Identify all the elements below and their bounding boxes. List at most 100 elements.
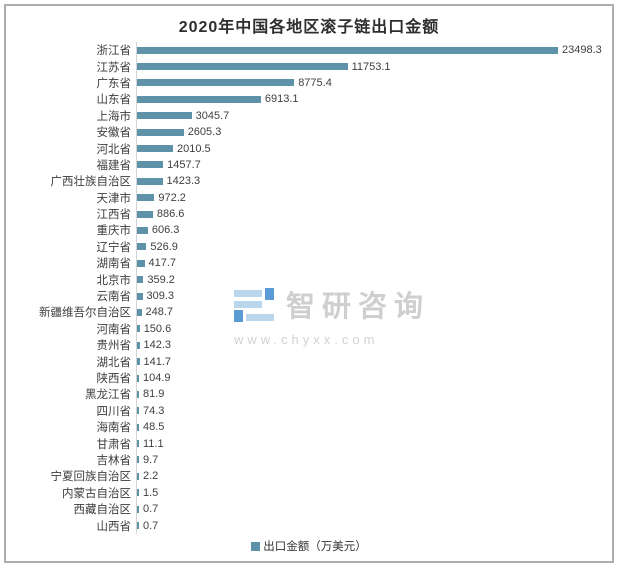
value-label: 3045.7 bbox=[195, 109, 230, 122]
category-label: 云南省 bbox=[96, 291, 132, 304]
category-label: 河北省 bbox=[96, 143, 132, 156]
bar-row: 海南省 48.5 bbox=[6, 418, 612, 436]
bar-row: 广东省 8775.4 bbox=[6, 74, 612, 92]
bar bbox=[137, 79, 295, 87]
value-label: 0.7 bbox=[143, 503, 159, 516]
category-label: 内蒙古自治区 bbox=[62, 487, 131, 500]
value-label: 2605.3 bbox=[187, 126, 222, 139]
bar-rows: 浙江省 23498.3 江苏省 11753.1 广东省 8775.4 山东省 6… bbox=[6, 42, 612, 534]
bar bbox=[137, 259, 145, 267]
bar bbox=[137, 358, 140, 366]
bar bbox=[137, 210, 153, 218]
bar-track: 526.9 bbox=[136, 238, 612, 256]
category-label: 吉林省 bbox=[96, 454, 132, 467]
category-label: 北京市 bbox=[96, 274, 132, 287]
chart-title: 2020年中国各地区滚子链出口金额 bbox=[178, 19, 440, 36]
bar-track: 1457.7 bbox=[136, 156, 612, 174]
bar-row: 内蒙古自治区 1.5 bbox=[6, 484, 612, 501]
bar-track: 48.5 bbox=[136, 418, 612, 436]
bar-row: 广西壮族自治区 1423.3 bbox=[6, 173, 612, 190]
value-label: 526.9 bbox=[150, 240, 178, 253]
bar-row: 四川省 74.3 bbox=[6, 402, 612, 419]
bar-track: 11.1 bbox=[136, 435, 612, 452]
value-label: 48.5 bbox=[143, 421, 165, 434]
bar-row: 宁夏回族自治区 2.2 bbox=[6, 468, 612, 485]
legend-label: 出口金额（万美元） bbox=[263, 541, 367, 553]
bar bbox=[137, 325, 140, 333]
bar bbox=[137, 472, 139, 480]
category-label: 天津市 bbox=[96, 192, 132, 205]
bar-track: 74.3 bbox=[136, 402, 612, 419]
value-label: 417.7 bbox=[148, 257, 177, 270]
category-label: 重庆市 bbox=[96, 225, 132, 238]
value-label: 11753.1 bbox=[351, 60, 391, 73]
chart-legend: 出口金额（万美元） bbox=[6, 538, 612, 554]
value-label: 23498.3 bbox=[562, 44, 602, 57]
category-label: 辽宁省 bbox=[96, 241, 132, 254]
value-label: 2.2 bbox=[143, 470, 159, 483]
legend-swatch-icon bbox=[251, 542, 261, 551]
value-label: 150.6 bbox=[143, 322, 172, 335]
bar-row: 湖南省 417.7 bbox=[6, 255, 612, 272]
value-label: 142.3 bbox=[143, 339, 172, 352]
bar-track: 359.2 bbox=[136, 271, 612, 288]
category-label: 山西省 bbox=[96, 520, 132, 533]
bar bbox=[137, 226, 148, 234]
bar bbox=[137, 522, 139, 530]
bar bbox=[137, 63, 348, 71]
category-label: 河南省 bbox=[96, 323, 132, 336]
category-label: 西藏自治区 bbox=[73, 504, 132, 517]
bar bbox=[137, 440, 139, 448]
bar bbox=[137, 292, 143, 300]
value-label: 1.5 bbox=[143, 486, 159, 499]
bar bbox=[137, 308, 142, 316]
category-label: 江苏省 bbox=[96, 61, 132, 74]
bar bbox=[137, 194, 155, 202]
category-label: 新疆维吾尔自治区 bbox=[39, 307, 131, 320]
bar-row: 天津市 972.2 bbox=[6, 189, 612, 206]
bar-track: 6913.1 bbox=[136, 91, 612, 108]
chart-frame: 2020年中国各地区滚子链出口金额 浙江省 23498.3 江苏省 11753.… bbox=[4, 4, 614, 563]
bar bbox=[137, 243, 147, 251]
bar bbox=[137, 177, 163, 185]
bar bbox=[137, 145, 173, 153]
bar-track: 309.3 bbox=[136, 287, 612, 305]
bar-row: 山西省 0.7 bbox=[6, 517, 612, 534]
bar bbox=[137, 341, 140, 349]
bar-track: 11753.1 bbox=[136, 58, 612, 75]
bar-track: 0.7 bbox=[136, 500, 612, 518]
bar bbox=[137, 276, 144, 284]
bar-row: 辽宁省 526.9 bbox=[6, 238, 612, 256]
value-label: 359.2 bbox=[147, 273, 175, 286]
category-label: 安徽省 bbox=[96, 127, 132, 140]
bar-track: 972.2 bbox=[136, 189, 612, 206]
bar-track: 1.5 bbox=[136, 484, 612, 501]
bar bbox=[137, 407, 139, 415]
plot-area: 浙江省 23498.3 江苏省 11753.1 广东省 8775.4 山东省 6… bbox=[6, 42, 612, 534]
value-label: 0.7 bbox=[143, 519, 159, 532]
bar-row: 北京市 359.2 bbox=[6, 271, 612, 288]
bar-row: 河北省 2010.5 bbox=[6, 140, 612, 157]
bar-track: 2010.5 bbox=[136, 140, 612, 157]
value-label: 2010.5 bbox=[177, 142, 211, 155]
category-label: 海南省 bbox=[96, 422, 132, 435]
bar-track: 417.7 bbox=[136, 255, 612, 272]
bar bbox=[137, 423, 139, 431]
bar-track: 2.2 bbox=[136, 468, 612, 485]
bar-row: 陕西省 104.9 bbox=[6, 369, 612, 387]
category-label: 陕西省 bbox=[96, 373, 132, 385]
bar-row: 福建省 1457.7 bbox=[6, 156, 612, 174]
value-label: 141.7 bbox=[143, 355, 172, 368]
value-label: 104.9 bbox=[143, 372, 171, 384]
bar-row: 吉林省 9.7 bbox=[6, 451, 612, 469]
value-label: 9.7 bbox=[143, 453, 159, 466]
value-label: 6913.1 bbox=[264, 93, 299, 106]
bar-track: 886.6 bbox=[136, 205, 612, 223]
bar bbox=[137, 46, 558, 54]
category-label: 湖南省 bbox=[96, 258, 132, 271]
bar-track: 9.7 bbox=[136, 451, 612, 469]
value-label: 1423.3 bbox=[166, 175, 201, 188]
bar-track: 248.7 bbox=[136, 304, 612, 321]
bar-track: 1423.3 bbox=[136, 173, 612, 190]
bar-track: 23498.3 bbox=[136, 42, 612, 59]
